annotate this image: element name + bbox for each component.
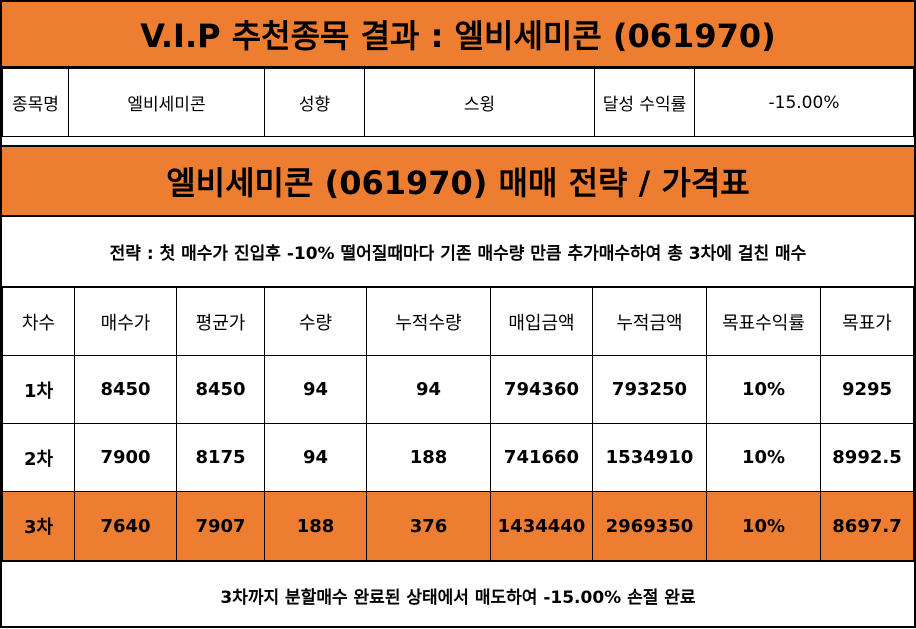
cell-target-return: 10% — [706, 491, 821, 561]
header-buy-amount: 매입금액 — [490, 287, 593, 356]
cell-quantity: 94 — [264, 423, 367, 492]
table-row: 2차 7900 8175 94 188 741660 1534910 10% 8… — [2, 423, 914, 492]
cell-avg-price: 8175 — [176, 423, 265, 492]
strategy-description: 전략 : 첫 매수가 진입후 -10% 떨어질때마다 기존 매수량 만큼 추가매… — [2, 217, 914, 287]
cell-cum-amount: 793250 — [592, 355, 707, 424]
cell-buy-price: 7640 — [74, 491, 177, 561]
cell-target-price: 9295 — [820, 355, 914, 424]
report-title: V.I.P 추천종목 결과 : 엘비세미콘 (061970) — [2, 2, 914, 68]
header-buy-price: 매수가 — [74, 287, 177, 356]
header-target-return: 목표수익률 — [706, 287, 821, 356]
table-row: 1차 8450 8450 94 94 794360 793250 10% 929… — [2, 355, 914, 424]
cell-target-price: 8697.7 — [820, 491, 914, 561]
cell-round: 1차 — [2, 355, 75, 424]
cell-avg-price: 7907 — [176, 491, 265, 561]
stock-name-label: 종목명 — [2, 68, 69, 137]
return-label: 달성 수익률 — [594, 68, 695, 137]
cell-round: 2차 — [2, 423, 75, 492]
style-label: 성향 — [264, 68, 365, 137]
cell-buy-amount: 1434440 — [490, 491, 593, 561]
return-value: -15.00% — [694, 68, 914, 137]
cell-cum-quantity: 188 — [366, 423, 491, 492]
cell-quantity: 188 — [264, 491, 367, 561]
price-table: 차수 매수가 평균가 수량 누적수량 매입금액 누적금액 목표수익률 목표가 1… — [2, 287, 914, 561]
cell-target-return: 10% — [706, 423, 821, 492]
cell-avg-price: 8450 — [176, 355, 265, 424]
strategy-title: 엘비세미콘 (061970) 매매 전략 / 가격표 — [2, 145, 914, 217]
stock-info-table: 종목명 엘비세미콘 성향 스윙 달성 수익률 -15.00% — [2, 68, 914, 137]
header-round: 차수 — [2, 287, 75, 356]
style-value: 스윙 — [364, 68, 595, 137]
cell-round: 3차 — [2, 491, 75, 561]
header-target-price: 목표가 — [820, 287, 914, 356]
table-header-row: 차수 매수가 평균가 수량 누적수량 매입금액 누적금액 목표수익률 목표가 — [2, 287, 914, 356]
cell-cum-amount: 1534910 — [592, 423, 707, 492]
cell-cum-quantity: 94 — [366, 355, 491, 424]
cell-buy-amount: 794360 — [490, 355, 593, 424]
cell-target-price: 8992.5 — [820, 423, 914, 492]
header-quantity: 수량 — [264, 287, 367, 356]
cell-buy-price: 7900 — [74, 423, 177, 492]
header-avg-price: 평균가 — [176, 287, 265, 356]
header-cum-amount: 누적금액 — [592, 287, 707, 356]
cell-buy-price: 8450 — [74, 355, 177, 424]
header-cum-quantity: 누적수량 — [366, 287, 491, 356]
cell-cum-quantity: 376 — [366, 491, 491, 561]
cell-quantity: 94 — [264, 355, 367, 424]
result-summary: 3차까지 분할매수 완료된 상태에서 매도하여 -15.00% 손절 완료 — [2, 561, 914, 629]
cell-buy-amount: 741660 — [490, 423, 593, 492]
stock-name-value: 엘비세미콘 — [68, 68, 265, 137]
cell-target-return: 10% — [706, 355, 821, 424]
table-row-highlighted: 3차 7640 7907 188 376 1434440 2969350 10%… — [2, 491, 914, 561]
cell-cum-amount: 2969350 — [592, 491, 707, 561]
